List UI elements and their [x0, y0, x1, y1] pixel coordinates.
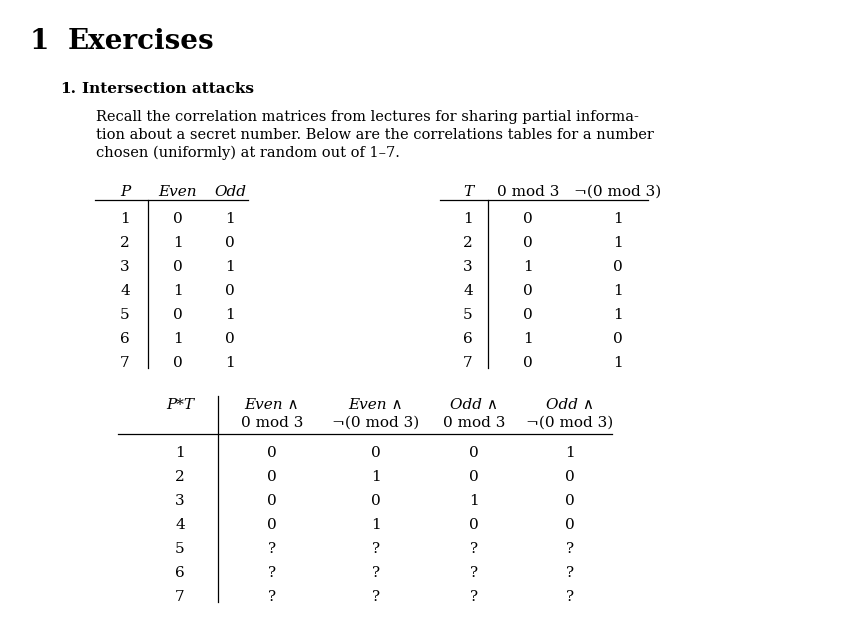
- Text: Exercises: Exercises: [68, 28, 214, 55]
- Text: ?: ?: [372, 590, 380, 604]
- Text: ¬(0 mod 3): ¬(0 mod 3): [333, 416, 419, 430]
- Text: 0 mod 3: 0 mod 3: [497, 185, 560, 199]
- Text: chosen (uniformly) at random out of 1–7.: chosen (uniformly) at random out of 1–7.: [96, 146, 400, 160]
- Text: 0: 0: [225, 236, 235, 250]
- Text: ?: ?: [566, 542, 574, 556]
- Text: 1: 1: [173, 284, 183, 298]
- Text: 1: 1: [173, 236, 183, 250]
- Text: ?: ?: [372, 542, 380, 556]
- Text: Even ∧: Even ∧: [245, 398, 300, 412]
- Text: 7: 7: [463, 356, 473, 370]
- Text: ?: ?: [566, 590, 574, 604]
- Text: 0: 0: [267, 518, 277, 532]
- Text: tion about a secret number. Below are the correlations tables for a number: tion about a secret number. Below are th…: [96, 128, 654, 142]
- Text: 4: 4: [120, 284, 130, 298]
- Text: 6: 6: [175, 566, 185, 580]
- Text: 1: 1: [469, 494, 479, 508]
- Text: 3: 3: [176, 494, 185, 508]
- Text: 3: 3: [463, 260, 473, 274]
- Text: Recall the correlation matrices from lectures for sharing partial informa-: Recall the correlation matrices from lec…: [96, 110, 639, 124]
- Text: Even: Even: [159, 185, 197, 199]
- Text: 0: 0: [523, 356, 533, 370]
- Text: 0: 0: [523, 236, 533, 250]
- Text: 1: 1: [613, 308, 623, 322]
- Text: ?: ?: [470, 590, 478, 604]
- Text: 5: 5: [120, 308, 130, 322]
- Text: 0: 0: [523, 212, 533, 226]
- Text: 0: 0: [267, 470, 277, 484]
- Text: 0: 0: [469, 470, 479, 484]
- Text: 0: 0: [173, 308, 183, 322]
- Text: ?: ?: [470, 566, 478, 580]
- Text: 0: 0: [469, 446, 479, 460]
- Text: Odd ∧: Odd ∧: [546, 398, 594, 412]
- Text: 1: 1: [175, 446, 185, 460]
- Text: 1: 1: [613, 212, 623, 226]
- Text: 1: 1: [225, 308, 235, 322]
- Text: 2: 2: [120, 236, 130, 250]
- Text: 0: 0: [469, 518, 479, 532]
- Text: 0: 0: [371, 494, 381, 508]
- Text: 0: 0: [225, 332, 235, 346]
- Text: 1: 1: [30, 28, 50, 55]
- Text: 0: 0: [613, 332, 623, 346]
- Text: 1: 1: [463, 212, 473, 226]
- Text: ?: ?: [566, 566, 574, 580]
- Text: 1: 1: [225, 212, 235, 226]
- Text: 1: 1: [613, 284, 623, 298]
- Text: 0: 0: [173, 212, 183, 226]
- Text: 0: 0: [173, 260, 183, 274]
- Text: ?: ?: [372, 566, 380, 580]
- Text: ¬(0 mod 3): ¬(0 mod 3): [527, 416, 614, 430]
- Text: 7: 7: [176, 590, 185, 604]
- Text: 0: 0: [225, 284, 235, 298]
- Text: 6: 6: [120, 332, 130, 346]
- Text: 0: 0: [523, 284, 533, 298]
- Text: 4: 4: [463, 284, 473, 298]
- Text: 0: 0: [371, 446, 381, 460]
- Text: 0: 0: [523, 308, 533, 322]
- Text: ¬(0 mod 3): ¬(0 mod 3): [575, 185, 662, 199]
- Text: 0: 0: [267, 446, 277, 460]
- Text: 0: 0: [613, 260, 623, 274]
- Text: 2: 2: [175, 470, 185, 484]
- Text: ?: ?: [268, 590, 276, 604]
- Text: ?: ?: [470, 542, 478, 556]
- Text: Intersection attacks: Intersection attacks: [82, 82, 254, 96]
- Text: 0 mod 3: 0 mod 3: [241, 416, 303, 430]
- Text: 0: 0: [565, 470, 575, 484]
- Text: 1: 1: [225, 356, 235, 370]
- Text: 1: 1: [371, 518, 381, 532]
- Text: 1: 1: [523, 260, 533, 274]
- Text: ?: ?: [268, 542, 276, 556]
- Text: Odd ∧: Odd ∧: [450, 398, 498, 412]
- Text: 0 mod 3: 0 mod 3: [443, 416, 506, 430]
- Text: 4: 4: [175, 518, 185, 532]
- Text: 7: 7: [120, 356, 130, 370]
- Text: P*T: P*T: [166, 398, 194, 412]
- Text: 6: 6: [463, 332, 473, 346]
- Text: 0: 0: [565, 518, 575, 532]
- Text: Even ∧: Even ∧: [349, 398, 403, 412]
- Text: 0: 0: [565, 494, 575, 508]
- Text: P: P: [120, 185, 130, 199]
- Text: 1: 1: [613, 356, 623, 370]
- Text: 1: 1: [120, 212, 130, 226]
- Text: 1: 1: [613, 236, 623, 250]
- Text: 1: 1: [565, 446, 575, 460]
- Text: 1.: 1.: [60, 82, 76, 96]
- Text: 1: 1: [371, 470, 381, 484]
- Text: 0: 0: [267, 494, 277, 508]
- Text: 1: 1: [173, 332, 183, 346]
- Text: 3: 3: [120, 260, 130, 274]
- Text: 0: 0: [173, 356, 183, 370]
- Text: ?: ?: [268, 566, 276, 580]
- Text: 5: 5: [176, 542, 185, 556]
- Text: Odd: Odd: [214, 185, 246, 199]
- Text: 5: 5: [463, 308, 473, 322]
- Text: 2: 2: [463, 236, 473, 250]
- Text: 1: 1: [523, 332, 533, 346]
- Text: T: T: [463, 185, 473, 199]
- Text: 1: 1: [225, 260, 235, 274]
